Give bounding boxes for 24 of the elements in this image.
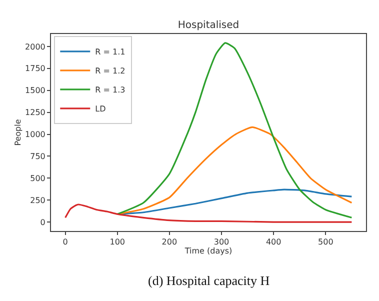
x-tick-label: 0: [62, 238, 68, 247]
y-tick-label: 250: [30, 196, 46, 205]
x-axis-title: Time (days): [184, 246, 232, 256]
y-tick-label: 500: [30, 174, 46, 183]
y-tick-label: 1250: [25, 108, 46, 118]
chart-title: Hospitalised: [178, 20, 240, 32]
legend-label: R = 1.1: [95, 48, 126, 57]
y-tick-label: 0: [40, 218, 46, 227]
legend-label: R = 1.2: [95, 66, 126, 76]
legend-label: LD: [95, 104, 106, 114]
text: (d) Hospital capacity H: [148, 273, 270, 288]
x-tick-label: 500: [318, 238, 334, 247]
y-tick-label: 1000: [25, 130, 46, 140]
y-axis-title: People: [14, 119, 23, 146]
y-tick-label: 2000: [25, 42, 46, 52]
x-tick-label: 400: [266, 238, 282, 247]
x-tick-label: 300: [214, 238, 230, 247]
x-tick-label: 200: [162, 238, 178, 247]
line-series: [64, 204, 352, 223]
x-tick-label: 100: [110, 238, 126, 247]
legend-label: R = 1.3: [95, 86, 126, 95]
y-tick-label: 1750: [25, 64, 46, 74]
y-tick-label: 750: [30, 152, 46, 161]
y-tick-label: 1500: [25, 86, 46, 96]
